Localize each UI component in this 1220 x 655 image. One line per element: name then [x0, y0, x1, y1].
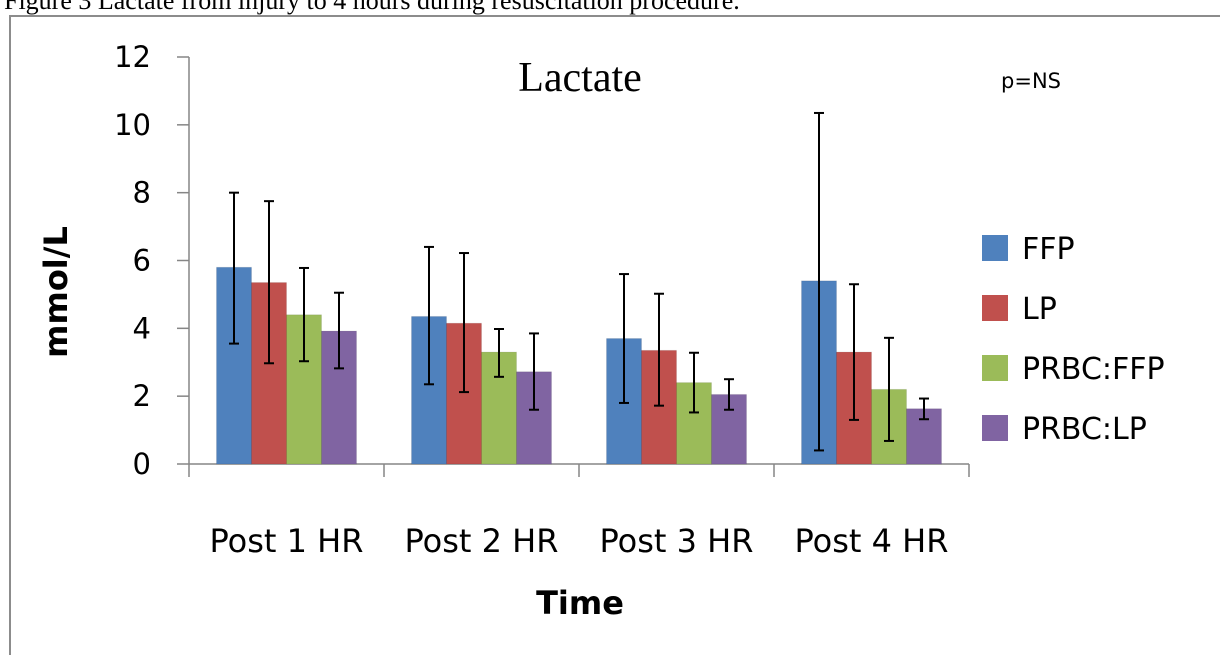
axes: 0 2 4 6 8 10 12 Post 1 HR Post 2 HR Post 3 HR Post…	[114, 40, 970, 560]
x-tick-label: Post 1 HR	[210, 522, 364, 560]
chart-frame	[9, 15, 1220, 655]
x-tick-label: Post 4 HR	[795, 522, 949, 560]
y-tick-label: 2	[133, 379, 151, 413]
error-bars	[229, 111, 929, 452]
legend: FFP LP PRBC:FFP PRBC:LP	[982, 232, 1165, 447]
legend-label: LP	[1022, 292, 1057, 327]
x-axis-title: Time	[536, 584, 624, 622]
x-tick-label: Post 3 HR	[600, 522, 754, 560]
bars	[216, 266, 942, 465]
y-tick-label: 4	[133, 311, 151, 345]
legend-label: FFP	[1022, 232, 1075, 267]
y-axis-title: mmol/L	[37, 226, 75, 358]
legend-swatch	[982, 235, 1008, 261]
y-tick-label: 0	[133, 447, 151, 481]
x-tick-label: Post 2 HR	[405, 522, 559, 560]
legend-swatch	[982, 295, 1008, 321]
legend-swatch	[982, 415, 1008, 441]
legend-label: PRBC:FFP	[1022, 352, 1165, 387]
figure-caption: Figure 3 Lactate from injury to 4 hours …	[4, 0, 740, 15]
y-tick-label: 8	[133, 176, 151, 210]
significance-annotation: p=NS	[1001, 69, 1061, 93]
chart-title: Lactate	[518, 55, 642, 101]
y-tick-label: 10	[114, 108, 151, 142]
y-tick-label: 12	[114, 40, 151, 74]
legend-label: PRBC:LP	[1022, 412, 1147, 447]
y-tick-label: 6	[133, 244, 151, 278]
legend-swatch	[982, 355, 1008, 381]
